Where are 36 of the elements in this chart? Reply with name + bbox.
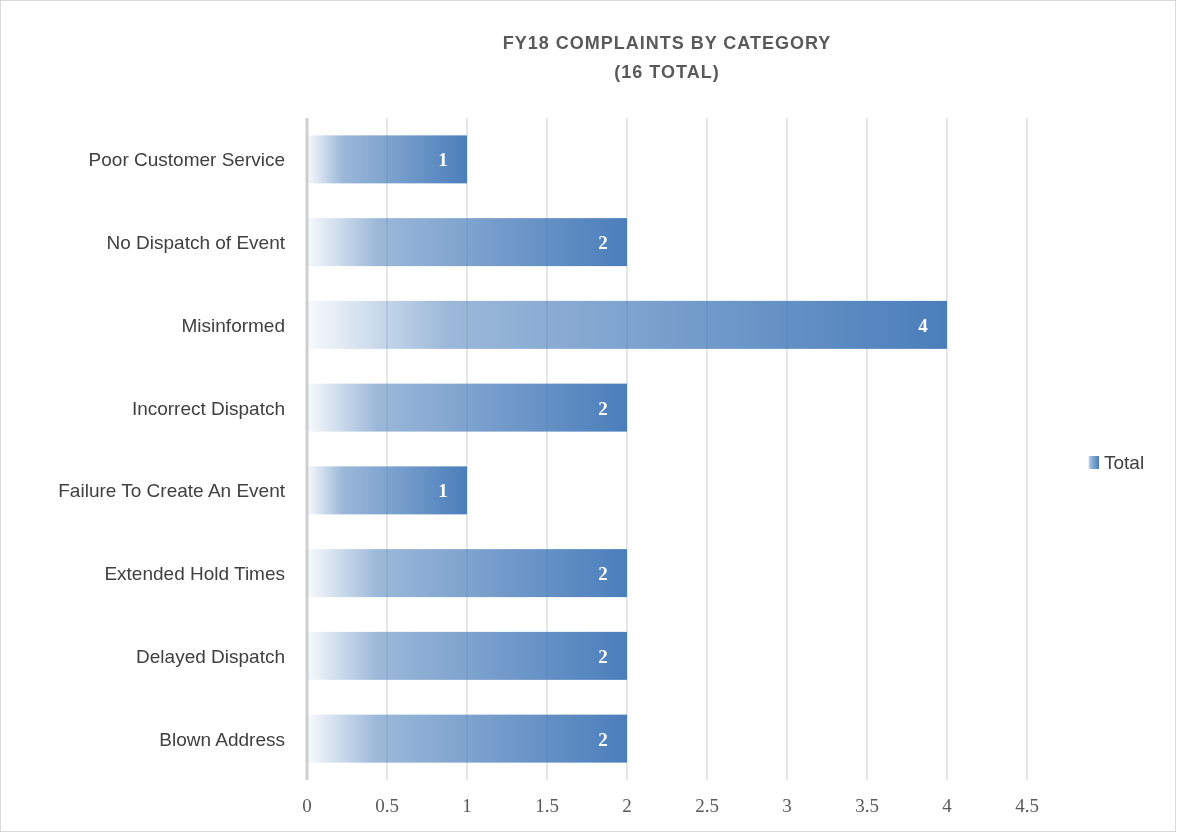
y-tick-label: No Dispatch of Event	[106, 232, 286, 254]
bar	[307, 135, 467, 184]
x-tick-label: 0.5	[375, 795, 399, 816]
bar	[307, 631, 627, 680]
x-tick-label: 4	[942, 795, 953, 816]
data-label: 1	[438, 480, 448, 502]
bar	[307, 714, 627, 763]
bar	[307, 383, 627, 432]
data-label: 2	[598, 728, 608, 750]
legend-label: Total	[1104, 452, 1145, 473]
x-tick-label: 2	[622, 795, 632, 816]
x-tick-label: 2.5	[695, 795, 719, 816]
x-tick-label: 3.5	[855, 795, 879, 816]
y-tick-label: Extended Hold Times	[104, 563, 285, 585]
data-label: 1	[438, 149, 448, 171]
y-tick-label: Misinformed	[181, 314, 285, 336]
bar	[307, 466, 467, 515]
bar	[307, 218, 627, 267]
data-label: 4	[918, 314, 929, 336]
y-tick-label: Blown Address	[159, 728, 285, 750]
bar	[307, 549, 627, 598]
y-tick-label: Incorrect Dispatch	[131, 397, 285, 419]
x-tick-label: 4.5	[1015, 795, 1039, 816]
data-label: 2	[598, 397, 608, 419]
y-tick-label: Delayed Dispatch	[136, 645, 285, 667]
x-tick-label: 3	[782, 795, 792, 816]
data-label: 2	[598, 645, 608, 667]
y-tick-label: Poor Customer Service	[88, 149, 285, 171]
x-tick-label: 1	[462, 795, 472, 816]
x-tick-label: 0	[302, 795, 312, 816]
x-tick-label: 1.5	[535, 795, 559, 816]
chart-title: FY18 COMPLAINTS BY CATEGORY (16 TOTAL)	[502, 33, 832, 82]
data-label: 2	[598, 563, 608, 585]
bar	[307, 300, 947, 349]
data-label: 2	[598, 232, 608, 254]
y-tick-label: Failure To Create An Event	[58, 480, 286, 502]
